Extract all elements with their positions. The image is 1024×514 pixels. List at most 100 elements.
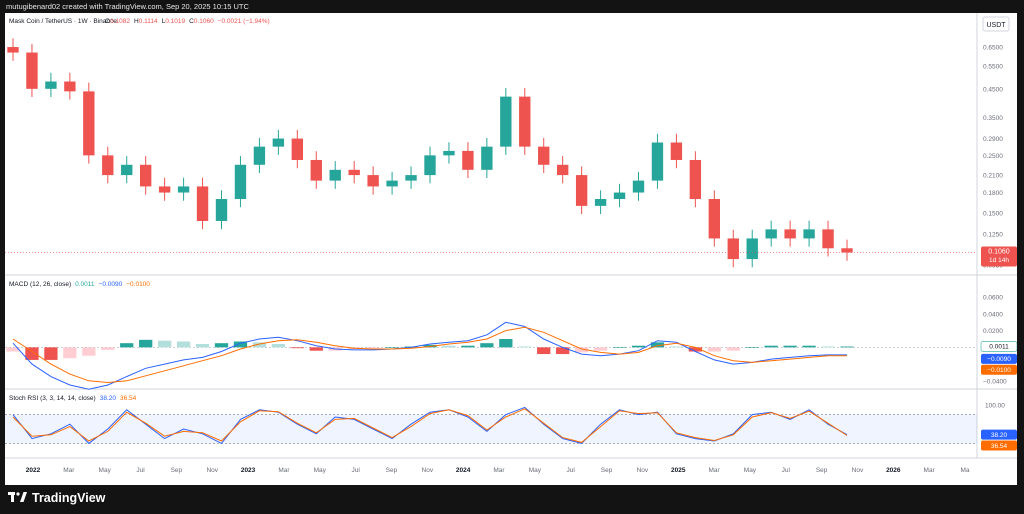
- time-tick: Mar: [278, 467, 290, 474]
- macd-hist-bar: [176, 341, 191, 348]
- signal-line-tag-text: −0.0100: [987, 367, 1011, 374]
- candles: [7, 38, 853, 268]
- macd-hist-bar: [593, 347, 608, 351]
- time-tick: 2022: [26, 467, 41, 474]
- macd-hist-bar: [802, 345, 816, 348]
- time-tick: May: [744, 467, 757, 474]
- tradingview-brand-text: TradingView: [32, 491, 106, 505]
- candle-body: [538, 146, 550, 165]
- candle-body: [367, 175, 379, 187]
- time-tick: Mar: [924, 467, 936, 474]
- macd-hist-bar: [290, 347, 304, 349]
- candle-body: [613, 192, 626, 200]
- macd-hist-bar: [366, 347, 380, 349]
- footer-bar: TradingView: [0, 485, 1024, 514]
- candle-body: [215, 199, 228, 221]
- price-tick: 0.2500: [983, 153, 1003, 160]
- macd-hist-bar: [556, 347, 570, 355]
- time-tick: 2025: [671, 467, 686, 474]
- stoch-d-tag: [981, 440, 1017, 451]
- time-tick: Jul: [351, 467, 360, 474]
- time-tick: May: [529, 467, 542, 474]
- candle-body: [291, 138, 304, 160]
- macd-hist-bar: [139, 339, 153, 348]
- stoch-tick-100: 100.00: [985, 403, 1005, 410]
- candle-body: [7, 47, 19, 53]
- candle-body: [841, 248, 853, 253]
- macd-axis-ticks: 0.0600 0.0400 0.0200 −0.0400: [983, 295, 1007, 386]
- macd-legend: MACD (12, 26, close) 0.0011 −0.0090 −0.0100: [9, 281, 150, 288]
- last-price-value: 0.1060: [988, 248, 1010, 255]
- price-tick: 0.1500: [983, 211, 1003, 218]
- candle-body: [519, 96, 531, 147]
- candle-body: [386, 180, 398, 187]
- macd-line-tag: [981, 353, 1017, 364]
- time-tick: Nov: [206, 467, 218, 474]
- candle-body: [405, 175, 417, 181]
- macd-tick: 0.0200: [983, 328, 1003, 335]
- time-tick: Jul: [782, 467, 791, 474]
- stoch-k-tag-text: 38.20: [991, 432, 1008, 439]
- macd-hist-bar: [271, 344, 285, 348]
- candle-body: [500, 96, 512, 147]
- macd-hist-bar: [195, 344, 210, 348]
- chart-frame: Mask Coin / TetherUS · 1W · Binance O0.1…: [5, 13, 1018, 485]
- price-tick: 0.4500: [983, 86, 1003, 93]
- tradingview-logo[interactable]: TradingView: [8, 491, 105, 505]
- time-tick: 2024: [456, 467, 471, 474]
- candle-body: [462, 150, 474, 170]
- candle-body: [121, 164, 133, 176]
- candle-body: [424, 155, 436, 176]
- time-tick: Ma: [960, 467, 969, 474]
- macd-hist-bar: [726, 347, 740, 351]
- candle-body: [784, 229, 796, 239]
- macd-line-tag-text: −0.0090: [987, 356, 1011, 363]
- price-axis-ticks: 0.6500 0.5500 0.4500 0.3500 0.2900 0.2500 0.21…: [983, 45, 1003, 270]
- macd-hist-bar: [821, 346, 835, 348]
- macd-hist-bar: [82, 347, 96, 356]
- stoch-d-tag-text: 36.54: [991, 443, 1008, 450]
- time-tick: Jul: [136, 467, 145, 474]
- candle-body: [253, 146, 266, 165]
- macd-hist-bar: [840, 346, 854, 348]
- time-tick: Sep: [816, 467, 828, 474]
- candle-body: [481, 146, 493, 170]
- macd-hist-bar: [480, 343, 494, 348]
- candle-body: [272, 138, 285, 147]
- time-tick: 2026: [886, 467, 901, 474]
- macd-hist-bar: [688, 347, 702, 352]
- time-tick: Sep: [171, 467, 183, 474]
- macd-hist-bar: [158, 340, 172, 348]
- candle-body: [329, 169, 341, 181]
- candle-body: [310, 159, 322, 181]
- stoch-k-line: [12, 406, 848, 445]
- time-tick: Nov: [852, 467, 864, 474]
- macd-hist-bar: [499, 339, 513, 348]
- last-price-tag: [981, 246, 1017, 267]
- ohlc-readout: O0.1082 H0.1114 L0.1019 C0.1060 −0.0021 (−1.…: [105, 18, 270, 25]
- signal-line-tag: [981, 364, 1017, 375]
- macd-hist-bar: [461, 345, 475, 348]
- currency-box[interactable]: [982, 16, 1010, 32]
- chart-svg: Mask Coin / TetherUS · 1W · Binance O0.1…: [5, 13, 1018, 474]
- macd-histogram: [6, 339, 854, 360]
- time-tick: Jul: [567, 467, 576, 474]
- price-tick: 0.3500: [983, 115, 1003, 122]
- macd-hist-bar: [669, 346, 684, 348]
- price-tick: 0.5500: [983, 64, 1003, 71]
- candle-body: [139, 164, 152, 187]
- macd-hist-bar: [101, 347, 115, 350]
- price-tick: 0.2100: [983, 173, 1003, 180]
- candle-body: [177, 186, 190, 193]
- macd-tick: 0.0400: [983, 311, 1003, 318]
- candle-body: [556, 164, 569, 176]
- price-tick: 0.1250: [983, 231, 1003, 238]
- macd-hist-bar: [233, 341, 248, 348]
- candle-body: [727, 238, 739, 260]
- time-tick: Sep: [601, 467, 613, 474]
- macd-hist-bar: [63, 347, 77, 359]
- candle-body: [575, 175, 588, 206]
- macd-hist-bar: [745, 347, 759, 348]
- candle-body: [443, 150, 455, 156]
- macd-tick: 0.0600: [983, 295, 1003, 302]
